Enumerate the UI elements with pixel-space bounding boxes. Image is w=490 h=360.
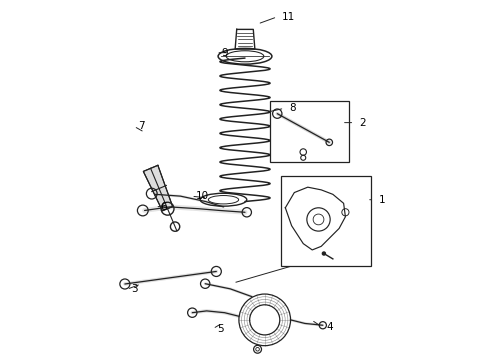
Text: 4: 4 — [327, 322, 333, 332]
Text: 8: 8 — [289, 103, 296, 113]
Text: 9: 9 — [221, 48, 227, 58]
Circle shape — [321, 251, 326, 256]
Bar — [281, 176, 370, 266]
Bar — [270, 101, 349, 162]
Text: 1: 1 — [379, 195, 386, 205]
Text: 7: 7 — [139, 121, 145, 131]
Text: 11: 11 — [282, 12, 295, 22]
Text: 3: 3 — [131, 284, 138, 294]
Text: 10: 10 — [196, 191, 209, 201]
Polygon shape — [143, 165, 172, 211]
Text: 2: 2 — [359, 118, 366, 128]
Text: 5: 5 — [218, 324, 224, 334]
Text: 6: 6 — [160, 202, 167, 212]
